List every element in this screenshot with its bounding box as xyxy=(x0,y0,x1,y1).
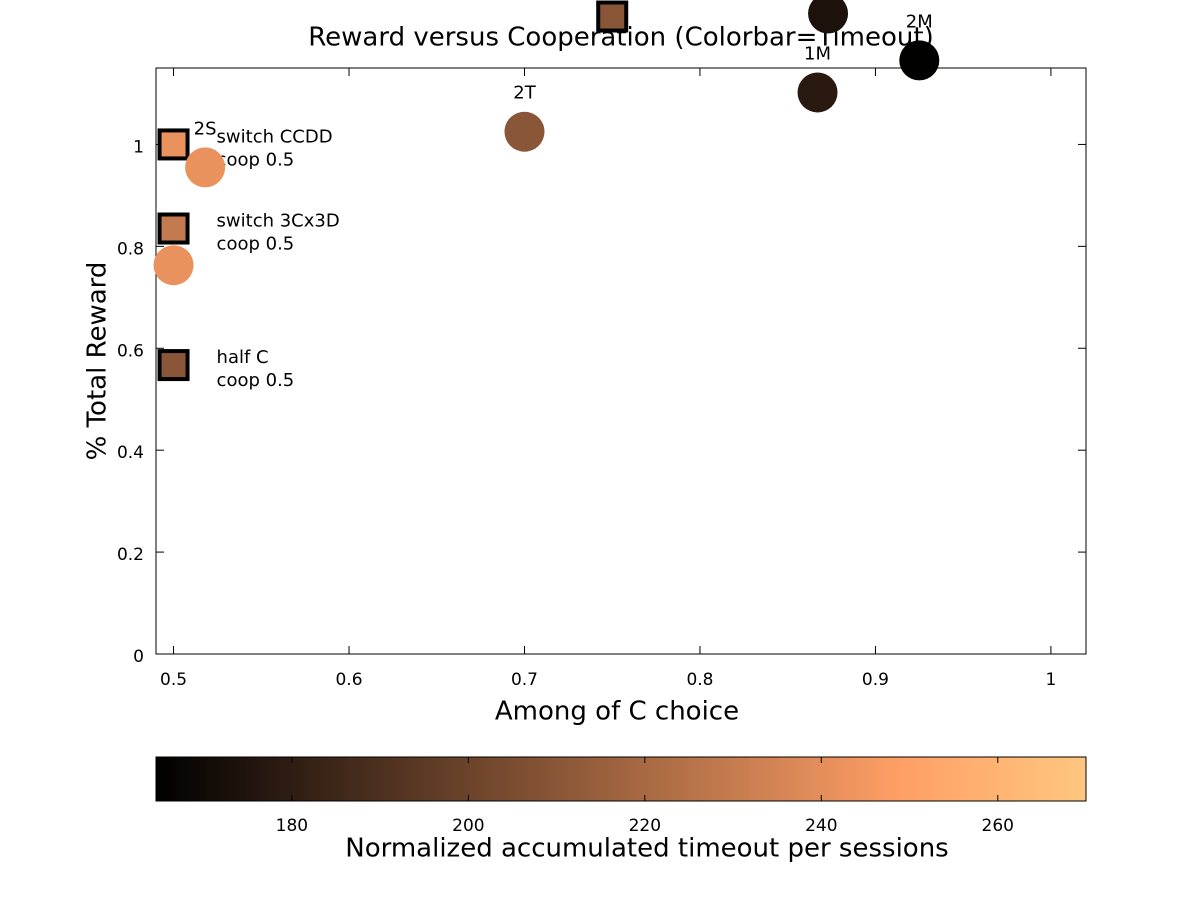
circle-point xyxy=(185,147,226,188)
annotation: switch CCDD xyxy=(217,126,333,147)
annotation: coop 0.5 xyxy=(217,234,295,255)
point-label: 2M xyxy=(906,11,933,32)
colorbar xyxy=(155,756,1087,802)
y-tick-label: 0.8 xyxy=(117,239,144,259)
square-point xyxy=(596,0,629,33)
circle-point xyxy=(808,0,849,34)
y-tick-label: 1 xyxy=(133,137,144,157)
circle-point xyxy=(153,245,194,286)
colorbar-tick-label: 220 xyxy=(629,816,661,836)
point-label: 1M xyxy=(804,43,831,64)
square-point xyxy=(157,128,190,161)
x-tick-label: 0.5 xyxy=(160,670,187,690)
annotation: switch 3Cx3D xyxy=(217,211,340,232)
circle-point xyxy=(504,111,545,152)
x-tick-label: 0.8 xyxy=(686,670,713,690)
circle-point xyxy=(797,72,838,113)
colorbar-tick-label: 180 xyxy=(276,816,308,836)
colorbar-tick-label: 200 xyxy=(452,816,484,836)
x-axis-label: Among of C choice xyxy=(495,697,739,727)
colorbar-label: Normalized accumulated timeout per sessi… xyxy=(345,834,948,864)
x-tick-label: 1 xyxy=(1045,670,1056,690)
y-axis-label: % Total Reward xyxy=(83,262,113,461)
colorbar-tick-label: 260 xyxy=(982,816,1014,836)
circle-point xyxy=(899,40,940,81)
point-label: 2S xyxy=(194,118,217,139)
y-tick-label: 0 xyxy=(133,647,144,667)
y-tick-label: 0.4 xyxy=(117,443,144,463)
y-tick-label: 0.2 xyxy=(117,545,144,565)
colorbar-tick-label: 240 xyxy=(805,816,837,836)
square-point xyxy=(157,212,190,245)
x-tick-label: 0.7 xyxy=(511,670,538,690)
x-tick-label: 0.6 xyxy=(335,670,362,690)
x-tick-label: 0.9 xyxy=(862,670,889,690)
annotation: coop 0.5 xyxy=(217,149,295,170)
plot-frame xyxy=(155,67,1087,655)
annotation: coop 0.5 xyxy=(217,370,295,391)
y-tick-label: 0.6 xyxy=(117,341,144,361)
point-label: 2T xyxy=(513,83,536,104)
square-point xyxy=(157,349,190,382)
annotation: half C xyxy=(217,347,269,368)
